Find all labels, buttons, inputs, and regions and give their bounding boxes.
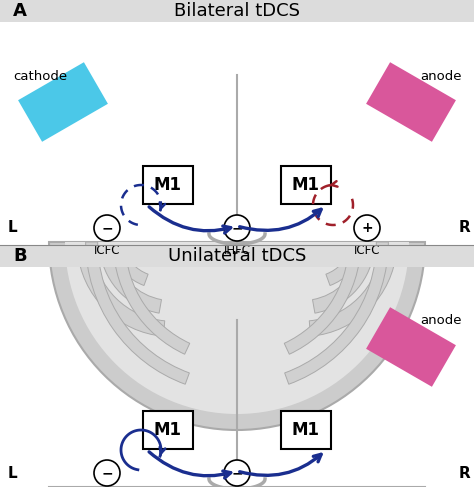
FancyArrowPatch shape [240, 209, 321, 230]
Polygon shape [366, 307, 456, 387]
Text: −: − [231, 221, 243, 235]
Text: L: L [8, 221, 18, 236]
Text: anode: anode [420, 70, 462, 82]
Text: IHFC: IHFC [224, 244, 250, 257]
Text: −: − [101, 221, 113, 235]
Text: +: + [361, 221, 373, 235]
Wedge shape [86, 242, 189, 384]
Text: −: − [231, 466, 243, 480]
Wedge shape [65, 242, 409, 414]
Text: ICFC: ICFC [94, 244, 120, 257]
Text: cathode: cathode [13, 70, 67, 82]
Text: Bilateral tDCS: Bilateral tDCS [174, 2, 300, 20]
Wedge shape [326, 247, 362, 285]
Wedge shape [309, 249, 397, 336]
Circle shape [354, 215, 380, 241]
Text: B: B [13, 247, 27, 265]
Circle shape [224, 215, 250, 241]
Bar [0, 0, 474, 22]
FancyArrowPatch shape [149, 452, 231, 478]
Wedge shape [284, 246, 361, 354]
Text: −: − [101, 466, 113, 480]
Circle shape [94, 215, 120, 241]
Text: M1: M1 [154, 176, 182, 194]
Wedge shape [112, 247, 148, 285]
Wedge shape [312, 252, 374, 313]
FancyArrowPatch shape [240, 454, 321, 475]
FancyArrowPatch shape [149, 207, 231, 233]
Text: A: A [13, 2, 27, 20]
Text: anode: anode [420, 315, 462, 327]
Bar [281, 166, 331, 204]
Polygon shape [366, 62, 456, 142]
Bar [0, 245, 474, 267]
Text: M1: M1 [154, 421, 182, 439]
Circle shape [224, 460, 250, 486]
Wedge shape [113, 246, 190, 354]
Text: R: R [459, 221, 471, 236]
Text: R: R [459, 466, 471, 481]
Wedge shape [77, 249, 165, 336]
Text: Unilateral tDCS: Unilateral tDCS [168, 247, 306, 265]
Wedge shape [49, 242, 425, 430]
Text: ICFC: ICFC [354, 244, 380, 257]
Bar [281, 411, 331, 449]
Polygon shape [18, 62, 108, 142]
Text: M1: M1 [292, 176, 320, 194]
Text: M1: M1 [292, 421, 320, 439]
Bar [143, 166, 193, 204]
Text: L: L [8, 466, 18, 481]
Wedge shape [100, 252, 162, 313]
Bar [143, 411, 193, 449]
Wedge shape [285, 242, 388, 384]
Circle shape [94, 460, 120, 486]
